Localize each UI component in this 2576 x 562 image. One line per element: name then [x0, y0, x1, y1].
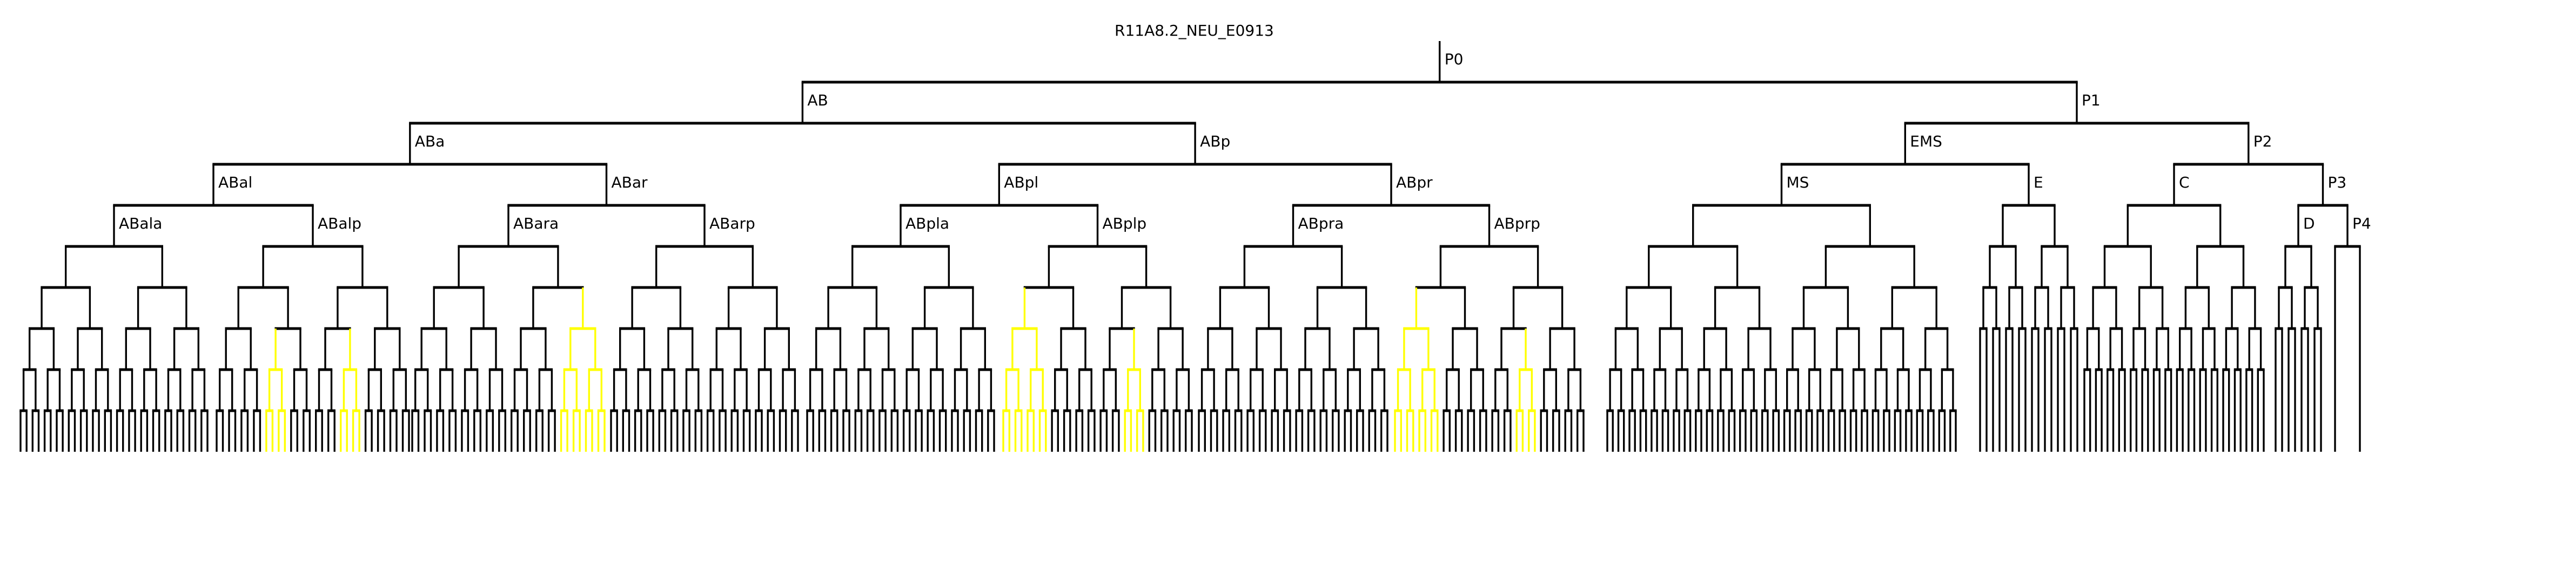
- node-label-P0: P0: [1445, 50, 1464, 68]
- node-label-ABalp: ABalp: [318, 215, 361, 232]
- node-label-ABarp: ABarp: [709, 215, 755, 232]
- node-label-ABpla: ABpla: [905, 215, 949, 232]
- node-label-P1: P1: [2082, 91, 2101, 109]
- node-label-ABplp: ABplp: [1103, 215, 1147, 232]
- node-label-EMS: EMS: [1910, 132, 1942, 150]
- node-label-C: C: [2179, 173, 2190, 191]
- node-label-P3: P3: [2328, 173, 2347, 191]
- branch-verticals-highlighted: [265, 287, 1536, 452]
- tree-node-labels: ABala ABalp ABal ABara ABarp ABar ABa ABpla ABpl…: [119, 50, 2371, 232]
- node-label-ABp: ABp: [1200, 132, 1230, 150]
- node-label-P4: P4: [2352, 215, 2371, 232]
- node-label-P2: P2: [2253, 132, 2272, 150]
- node-label-ABala: ABala: [119, 215, 162, 232]
- node-label-ABal: ABal: [218, 173, 252, 191]
- tree-branches: [19, 41, 2361, 452]
- node-label-ABar: ABar: [612, 173, 648, 191]
- node-label-E: E: [2034, 173, 2043, 191]
- node-label-ABpl: ABpl: [1004, 173, 1038, 191]
- node-label-ABa: ABa: [415, 132, 445, 150]
- division-bars-highlighted: [265, 327, 1536, 412]
- node-label-AB: AB: [807, 91, 828, 109]
- node-label-D: D: [2303, 215, 2315, 232]
- node-label-ABara: ABara: [513, 215, 559, 232]
- branch-verticals-black: [19, 41, 2361, 452]
- node-label-ABpr: ABpr: [1396, 173, 1433, 191]
- figure-title: R11A8.2_NEU_E0913: [1115, 22, 1274, 39]
- node-label-MS: MS: [1787, 173, 1809, 191]
- division-bars-black: [19, 81, 2361, 412]
- node-label-ABpra: ABpra: [1298, 215, 1344, 232]
- node-label-ABprp: ABprp: [1494, 215, 1540, 232]
